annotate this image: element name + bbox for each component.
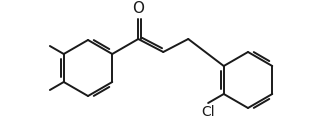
Text: O: O	[132, 1, 144, 16]
Text: Cl: Cl	[201, 105, 215, 119]
